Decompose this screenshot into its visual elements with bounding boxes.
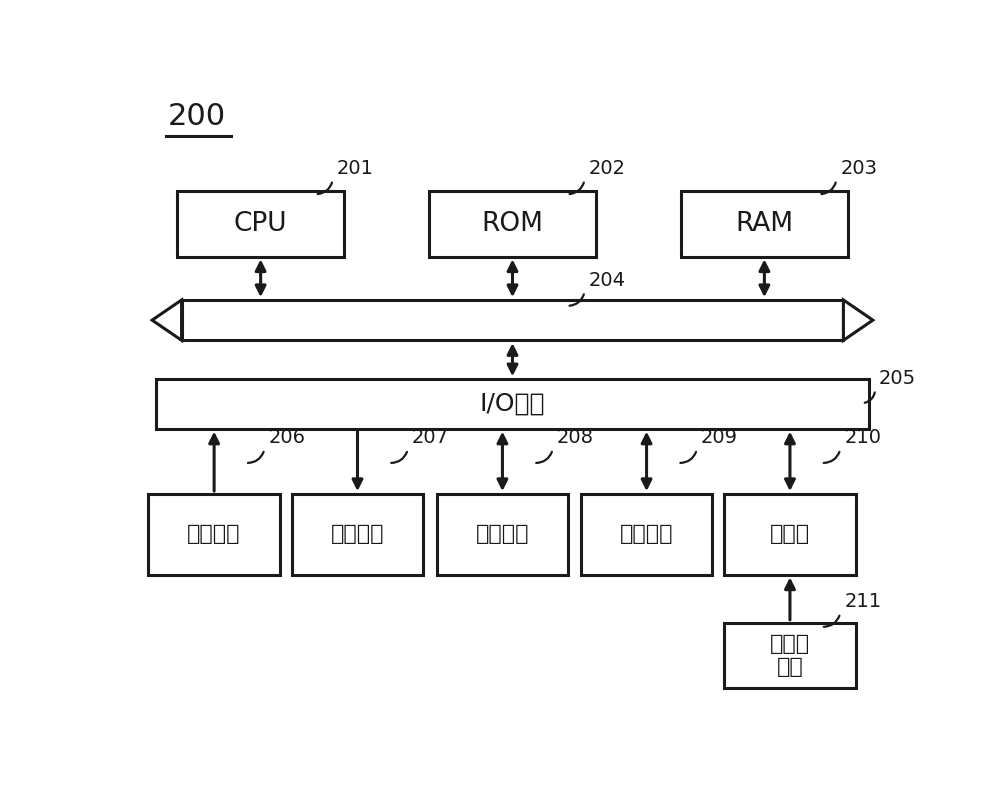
Text: 208: 208: [557, 428, 594, 447]
Bar: [437, 494, 568, 575]
Text: 211: 211: [844, 592, 881, 611]
Bar: [148, 494, 280, 575]
Polygon shape: [843, 300, 873, 340]
Bar: [724, 494, 856, 575]
Bar: [581, 494, 712, 575]
Text: 206: 206: [268, 428, 305, 447]
Text: 通信部分: 通信部分: [620, 524, 673, 544]
Text: 可拆卸
介质: 可拆卸 介质: [770, 634, 810, 677]
Bar: [681, 191, 848, 256]
Bar: [177, 191, 344, 256]
Bar: [724, 623, 856, 688]
Text: 200: 200: [168, 102, 226, 131]
Text: CPU: CPU: [234, 211, 287, 237]
Polygon shape: [152, 300, 182, 340]
Bar: [182, 300, 843, 340]
Text: 203: 203: [840, 159, 877, 178]
Text: I/O接口: I/O接口: [480, 392, 545, 416]
Text: 202: 202: [588, 159, 625, 178]
Text: 209: 209: [701, 428, 738, 447]
Text: 205: 205: [879, 369, 916, 388]
Text: 210: 210: [844, 428, 881, 447]
Bar: [429, 191, 596, 256]
Text: 驱动器: 驱动器: [770, 524, 810, 544]
Text: 207: 207: [412, 428, 449, 447]
Bar: [156, 379, 869, 429]
Text: 输出部分: 输出部分: [331, 524, 384, 544]
Text: RAM: RAM: [735, 211, 793, 237]
Text: 201: 201: [337, 159, 374, 178]
Bar: [292, 494, 423, 575]
Text: 储存部分: 储存部分: [476, 524, 529, 544]
Text: 204: 204: [588, 271, 625, 289]
Text: ROM: ROM: [482, 211, 544, 237]
Text: 输入部分: 输入部分: [187, 524, 241, 544]
